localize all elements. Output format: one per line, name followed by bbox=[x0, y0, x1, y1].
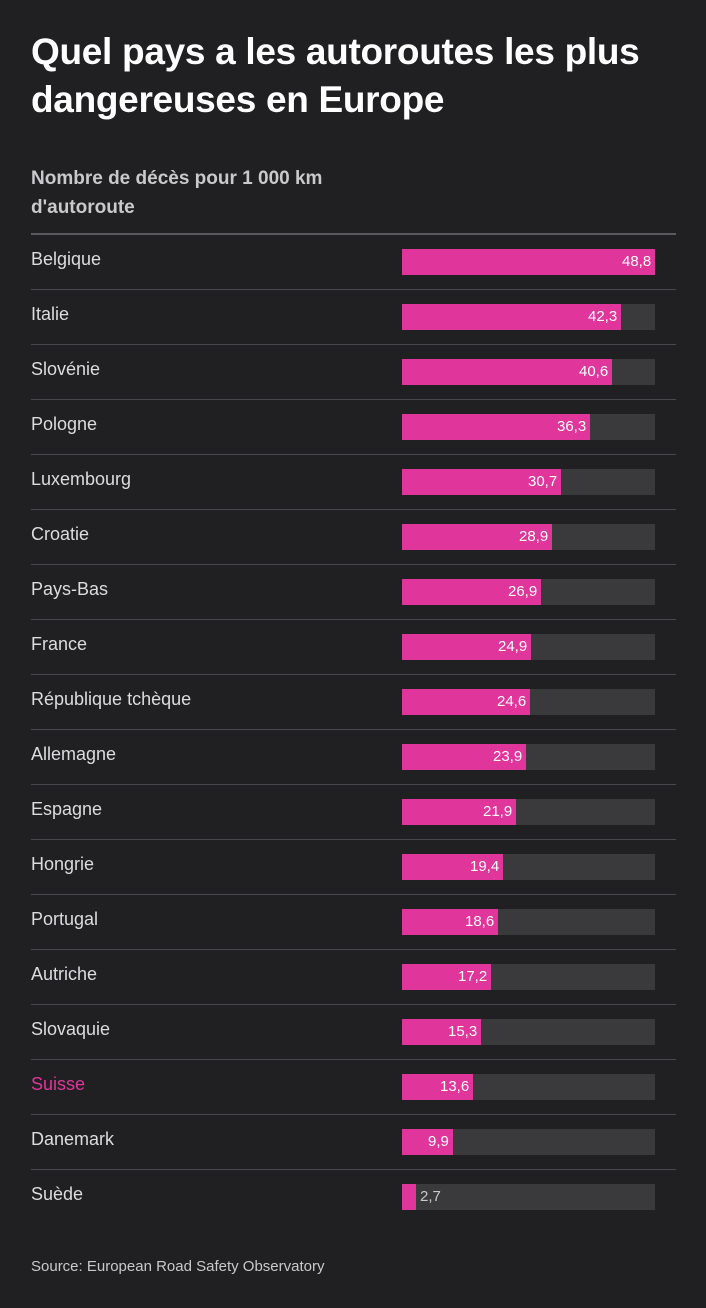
bar-track: 30,7 bbox=[402, 469, 655, 495]
value-label: 48,8 bbox=[622, 253, 652, 270]
value-label: 30,7 bbox=[528, 473, 558, 490]
value-label: 15,3 bbox=[448, 1023, 478, 1040]
chart-row: Pologne 36,3 bbox=[31, 400, 676, 455]
category-label: Italie bbox=[31, 304, 70, 324]
bar bbox=[402, 744, 526, 770]
bar bbox=[402, 1019, 481, 1045]
bar bbox=[402, 854, 503, 880]
bar-track: 2,7 bbox=[402, 1184, 655, 1210]
category-label: Luxembourg bbox=[31, 469, 132, 489]
category-label: Slovénie bbox=[31, 359, 101, 379]
value-label: 17,2 bbox=[458, 968, 488, 985]
category-label: Suisse bbox=[31, 1074, 86, 1094]
bar-track: 48,8 bbox=[402, 249, 655, 275]
bar-track: 23,9 bbox=[402, 744, 655, 770]
chart-row: Espagne 21,9 bbox=[31, 785, 676, 840]
bar-track: 42,3 bbox=[402, 304, 655, 330]
category-label: France bbox=[31, 634, 88, 654]
bar bbox=[402, 1184, 416, 1210]
chart-row: Pays-Bas 26,9 bbox=[31, 565, 676, 620]
value-label: 42,3 bbox=[588, 308, 618, 325]
chart-row: Croatie 28,9 bbox=[31, 510, 676, 565]
value-label: 40,6 bbox=[579, 363, 609, 380]
source-note: Source: European Road Safety Observatory bbox=[31, 1258, 325, 1275]
chart-row: Slovénie 40,6 bbox=[31, 345, 676, 400]
chart-row: Portugal 18,6 bbox=[31, 895, 676, 950]
chart-title: Quel pays a les autoroutes les plus dang… bbox=[31, 31, 640, 120]
bar bbox=[402, 304, 621, 330]
category-label: Autriche bbox=[31, 964, 98, 984]
chart-row: Belgique 48,8 bbox=[31, 235, 676, 290]
header-divider bbox=[31, 233, 676, 235]
category-label: Portugal bbox=[31, 909, 99, 929]
bar bbox=[402, 1129, 453, 1155]
bar bbox=[402, 524, 552, 550]
bar-track: 24,6 bbox=[402, 689, 655, 715]
value-label: 23,9 bbox=[493, 748, 523, 765]
bar bbox=[402, 249, 655, 275]
bar-track: 24,9 bbox=[402, 634, 655, 660]
chart-row: Suède 2,7 bbox=[31, 1170, 676, 1225]
bar bbox=[402, 414, 590, 440]
bar-track: 28,9 bbox=[402, 524, 655, 550]
bar-track: 15,3 bbox=[402, 1019, 655, 1045]
bar bbox=[402, 964, 491, 990]
chart-row: Luxembourg 30,7 bbox=[31, 455, 676, 510]
chart-row: Autriche 17,2 bbox=[31, 950, 676, 1005]
bar bbox=[402, 799, 516, 825]
value-label: 9,9 bbox=[428, 1133, 449, 1150]
bar bbox=[402, 579, 541, 605]
bar bbox=[402, 909, 498, 935]
bar bbox=[402, 359, 612, 385]
category-label: Croatie bbox=[31, 524, 90, 544]
category-label: Pays-Bas bbox=[31, 579, 109, 599]
bar bbox=[402, 634, 531, 660]
chart-row: Danemark 9,9 bbox=[31, 1115, 676, 1170]
bar bbox=[402, 689, 530, 715]
bar-track: 21,9 bbox=[402, 799, 655, 825]
chart-row: République tchèque 24,6 bbox=[31, 675, 676, 730]
bar-track: 17,2 bbox=[402, 964, 655, 990]
value-label: 36,3 bbox=[557, 418, 587, 435]
chart-row: Slovaquie 15,3 bbox=[31, 1005, 676, 1060]
category-label: Suède bbox=[31, 1184, 84, 1204]
value-label: 19,4 bbox=[470, 858, 500, 875]
category-label: Espagne bbox=[31, 799, 103, 819]
bar-track: 18,6 bbox=[402, 909, 655, 935]
value-label: 18,6 bbox=[465, 913, 495, 930]
chart-subtitle: Nombre de décès pour 1 000 km d'autorout… bbox=[31, 168, 323, 218]
category-label: République tchèque bbox=[31, 689, 192, 709]
category-label: Danemark bbox=[31, 1129, 115, 1149]
bar-track: 40,6 bbox=[402, 359, 655, 385]
chart-row: France 24,9 bbox=[31, 620, 676, 675]
chart-row: Hongrie 19,4 bbox=[31, 840, 676, 895]
value-label: 13,6 bbox=[440, 1078, 470, 1095]
bar bbox=[402, 1074, 473, 1100]
chart-row: Allemagne 23,9 bbox=[31, 730, 676, 785]
bar-track: 13,6 bbox=[402, 1074, 655, 1100]
value-label: 24,9 bbox=[498, 638, 528, 655]
chart-row: Suisse 13,6 bbox=[31, 1060, 676, 1115]
bar-track: 9,9 bbox=[402, 1129, 655, 1155]
value-label: 2,7 bbox=[420, 1188, 441, 1205]
value-label: 21,9 bbox=[483, 803, 513, 820]
bar-track: 36,3 bbox=[402, 414, 655, 440]
bar-chart: Belgique 48,8 Italie 42,3 Slovénie 40,6 Pologn… bbox=[31, 235, 676, 1225]
category-label: Slovaquie bbox=[31, 1019, 111, 1039]
bar-track: 19,4 bbox=[402, 854, 655, 880]
value-label: 26,9 bbox=[508, 583, 538, 600]
bar-track: 26,9 bbox=[402, 579, 655, 605]
value-label: 24,6 bbox=[497, 693, 527, 710]
bar bbox=[402, 469, 561, 495]
category-label: Belgique bbox=[31, 249, 102, 269]
category-label: Hongrie bbox=[31, 854, 95, 874]
category-label: Allemagne bbox=[31, 744, 117, 764]
value-label: 28,9 bbox=[519, 528, 549, 545]
category-label: Pologne bbox=[31, 414, 98, 434]
chart-row: Italie 42,3 bbox=[31, 290, 676, 345]
